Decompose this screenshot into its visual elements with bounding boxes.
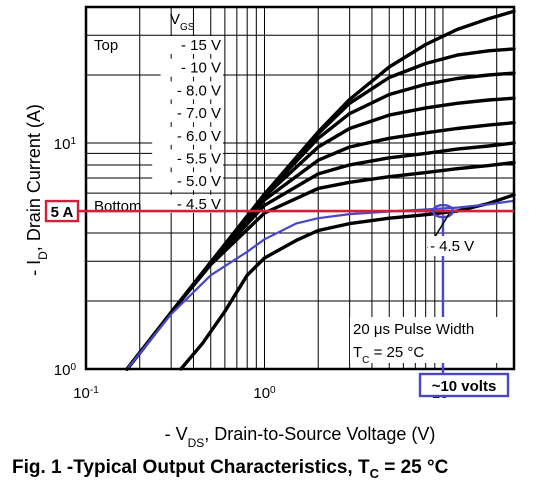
y-tick-label-2-part: 1 [70, 136, 76, 147]
legend-item-3-part: - 8.0 V [177, 82, 221, 99]
annotations: 5 A ~10 volts - 4.5 V 20 μs Pulse Width TC =… [44, 199, 514, 398]
curve-label-part: - 4.5 V [430, 238, 474, 255]
x-axis-label-part: DS [188, 436, 205, 450]
tc-label-part: = 25 °C [369, 344, 424, 361]
x-tick-label-2-part: 10 [253, 385, 270, 402]
y-tick-label-2: 101 [54, 136, 77, 154]
legend-bg [152, 149, 223, 168]
legend-bg [152, 172, 223, 191]
x-axis-label: - VDS, Drain-to-Source Voltage (V) [165, 424, 436, 450]
series-line-9 [126, 199, 516, 371]
x-axis-label-part: - V [165, 424, 188, 444]
legend-top-label-part: Top [94, 37, 118, 54]
y-axis-label-part: - I [24, 260, 44, 276]
tc-label: TC = 25 °C [353, 344, 424, 366]
legend-item-8-part: - 4.5 V [177, 196, 221, 213]
caption-prefix: Fig. 1 -Typical Output Characteristics, … [12, 457, 370, 478]
voltage-marker-label: ~10 volts [432, 378, 497, 395]
legend-bg [160, 36, 223, 54]
x-axis-label-part: , Drain-to-Source Voltage (V) [204, 424, 435, 444]
legend-item-1: - 15 V [181, 37, 221, 54]
series-line-7 [125, 160, 516, 371]
legend-bg [152, 194, 223, 213]
curve-label-bg [428, 236, 490, 256]
legend-item-6: - 5.5 V [177, 151, 221, 168]
legend-item-2: - 10 V [181, 60, 221, 77]
caption-rest: = 25 °C [378, 457, 449, 478]
figure-caption: Fig. 1 -Typical Output Characteristics, … [12, 457, 448, 481]
grid [86, 7, 514, 369]
pulse-width-label-part: 20 μs Pulse Width [353, 321, 474, 338]
x-tick-label-1-part: 10 [73, 385, 90, 402]
tc-label-part: C [362, 355, 369, 366]
legend-item-7: - 5.0 V [177, 173, 221, 190]
legend-item-1-part: - 15 V [181, 37, 221, 54]
legend-item-2-part: - 10 V [181, 60, 221, 77]
legend-bottom-label: Bottom [94, 198, 142, 215]
legend-bg [152, 126, 223, 145]
conditions-bg [350, 317, 508, 363]
legend-item-4: - 7.0 V [177, 105, 221, 122]
legend-item-6-part: - 5.5 V [177, 151, 221, 168]
legend-header-part: V [170, 11, 180, 28]
y-tick-label-1: 100 [54, 362, 77, 380]
x-tick-label-1: 10-1 [73, 385, 99, 403]
y-axis-label-part: , Drain Current (A) [24, 104, 44, 251]
x-tick-label-2: 100 [253, 385, 276, 403]
legend-item-4-part: - 7.0 V [177, 105, 221, 122]
legend-item-7-part: - 5.0 V [177, 173, 221, 190]
legend-item-8: - 4.5 V [177, 196, 221, 213]
pulse-width-label: 20 μs Pulse Width [353, 321, 474, 338]
legend: VGS Top Bottom - 15 V - 10 V - 8.0 V - 7.0 V - … [94, 11, 223, 215]
caption-sub: C [369, 465, 379, 481]
x-tick-label-2-part: 0 [270, 385, 276, 396]
y-tick-label-2-part: 10 [54, 136, 71, 153]
legend-header: VGS [170, 11, 195, 33]
current-marker-box [44, 199, 80, 223]
legend-item-5-part: - 6.0 V [177, 128, 221, 145]
legend-bg [160, 58, 223, 77]
legend-header-part: GS [180, 22, 195, 33]
current-marker-label-part: 5 A [51, 204, 74, 221]
legend-item-3: - 8.0 V [177, 82, 221, 99]
legend-item-5: - 6.0 V [177, 128, 221, 145]
legend-top-label: Top [94, 37, 118, 54]
output-characteristics-chart: 10-1100101100101- VDS, Drain-to-Source V… [24, 5, 516, 450]
legend-bg [152, 104, 223, 123]
y-tick-label-1-part: 10 [54, 362, 71, 379]
tc-label-part: T [353, 344, 362, 361]
legend-bg [152, 81, 223, 100]
y-axis-label-part: D [36, 251, 50, 260]
y-axis-label: - ID, Drain Current (A) [24, 104, 50, 276]
y-tick-label-1-part: 0 [70, 362, 76, 373]
x-tick-label-1-part: -1 [90, 385, 99, 396]
curve-label: - 4.5 V [430, 238, 474, 255]
voltage-marker-label-part: ~10 volts [432, 378, 497, 395]
legend-bottom-label-part: Bottom [94, 198, 142, 215]
current-marker-label: 5 A [51, 204, 74, 221]
voltage-marker-box [418, 372, 510, 398]
plot-frame [84, 5, 516, 371]
